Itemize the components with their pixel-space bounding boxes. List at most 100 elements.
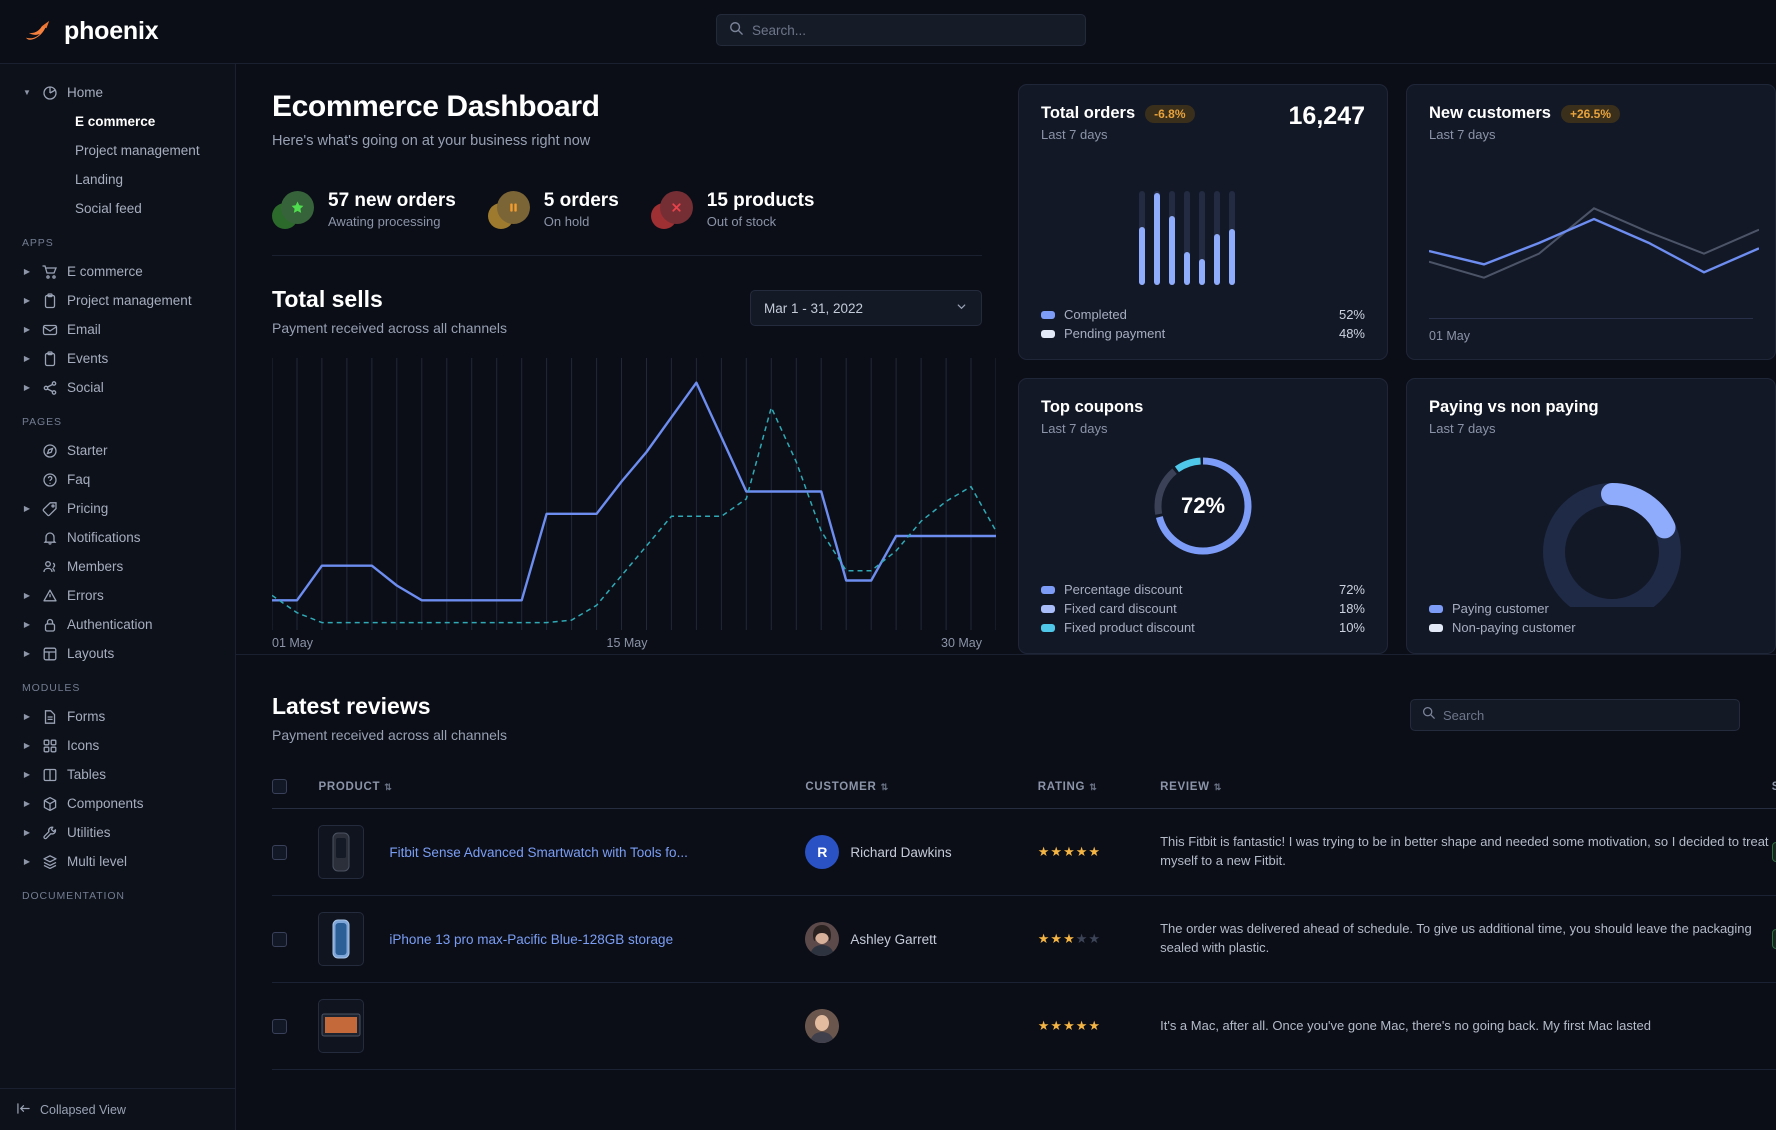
sidebar-item-forms[interactable]: ▶ Forms — [0, 702, 235, 731]
sidebar-section-apps: APPS — [22, 237, 54, 249]
sidebar-item-errors[interactable]: ▶ Errors — [0, 581, 235, 610]
stat-new-orders[interactable]: 57 new orders Awating processing — [272, 189, 456, 229]
total-sells-header: Total sells Payment received across all … — [272, 286, 982, 336]
clipboard-icon — [41, 350, 58, 367]
row-select[interactable] — [272, 895, 319, 983]
product-thumbnail — [318, 808, 390, 896]
sidebar-item-faq[interactable]: Faq — [0, 465, 235, 494]
row-checkbox[interactable] — [272, 931, 287, 947]
sidebar-item-apps-email[interactable]: ▶ Email — [0, 315, 235, 344]
column-rating[interactable]: RATING ⇅ — [1037, 769, 1161, 809]
sidebar-item-social-feed[interactable]: Social feed — [75, 201, 142, 216]
row-select[interactable] — [272, 808, 319, 896]
product-name[interactable]: iPhone 13 pro max-Pacific Blue-128GB sto… — [389, 895, 806, 983]
row-select[interactable] — [272, 982, 319, 1070]
reviews-title: Latest reviews — [272, 693, 431, 719]
product-name[interactable]: Fitbit Sense Advanced Smartwatch with To… — [389, 808, 806, 896]
dashboard-upper: Ecommerce Dashboard Here's what's going … — [236, 64, 1776, 654]
product-name[interactable] — [389, 982, 806, 1070]
column-customer[interactable]: CUSTOMER ⇅ — [805, 769, 1038, 809]
sidebar-item-multi-level[interactable]: ▶ Multi level — [0, 847, 235, 876]
card-title: Total orders — [1041, 104, 1136, 122]
sidebar-item-home[interactable]: ▼ Home — [0, 78, 235, 107]
chevron-right-icon: ▶ — [23, 828, 31, 837]
new-customers-axis-label: 01 May — [1429, 329, 1470, 343]
sidebar-item-notifications[interactable]: Notifications — [0, 523, 235, 552]
legend-value: 72% — [1338, 582, 1365, 597]
sidebar-item-label: Layouts — [67, 646, 115, 661]
bar — [1139, 190, 1145, 285]
legend-swatch — [1041, 604, 1055, 613]
legend-value: 18% — [1338, 601, 1365, 616]
global-search[interactable] — [716, 14, 1086, 46]
sidebar-item-members[interactable]: Members — [0, 552, 235, 581]
column-product[interactable]: PRODUCT ⇅ — [318, 769, 806, 809]
chevron-right-icon: ▶ — [23, 799, 31, 808]
select-all-checkbox[interactable] — [272, 779, 287, 794]
sidebar-item-tables[interactable]: ▶ Tables — [0, 760, 235, 789]
latest-reviews-section: Latest reviews Payment received across a… — [236, 654, 1776, 1130]
avatar — [805, 1009, 840, 1043]
sort-icon: ⇅ — [1213, 781, 1222, 792]
paying-donut-chart — [1543, 483, 1681, 607]
sidebar-item-authentication[interactable]: ▶ Authentication — [0, 610, 235, 639]
chevron-right-icon: ▶ — [23, 620, 31, 629]
chevron-right-icon: ▶ — [23, 354, 31, 363]
sidebar-item-e-commerce[interactable]: E commerce — [75, 114, 156, 129]
close-x-icon — [650, 189, 695, 229]
status-badge: APPROVED ✓ — [1771, 929, 1776, 949]
product-link[interactable]: Fitbit Sense Advanced Smartwatch with To… — [389, 844, 688, 860]
new-customers-line-chart — [1429, 207, 1759, 279]
donut-center-label: 72% — [1180, 493, 1226, 518]
reviews-search[interactable] — [1410, 699, 1740, 731]
legend-label: Non-paying customer — [1452, 620, 1576, 635]
sidebar-item-project-management[interactable]: Project management — [75, 143, 200, 158]
product-thumbnail — [318, 982, 390, 1070]
legend-item: Paying customer — [1429, 599, 1753, 618]
product-link[interactable]: iPhone 13 pro max-Pacific Blue-128GB sto… — [389, 931, 674, 947]
stat-out-of-stock[interactable]: 15 products Out of stock — [650, 189, 814, 229]
brand[interactable]: phoenix — [0, 17, 266, 46]
row-checkbox[interactable] — [272, 1018, 287, 1034]
date-range-select[interactable]: Mar 1 - 31, 2022 — [750, 290, 982, 326]
sidebar-item-utilities[interactable]: ▶ Utilities — [0, 818, 235, 847]
sidebar-item-pricing[interactable]: ▶ Pricing — [0, 494, 235, 523]
sidebar-item-label: Multi level — [67, 854, 128, 869]
sort-icon: ⇅ — [1089, 781, 1098, 792]
review-cell: This Fitbit is fantastic! I was trying t… — [1160, 808, 1772, 896]
row-checkbox[interactable] — [272, 844, 287, 860]
sidebar-item-starter[interactable]: Starter — [0, 436, 235, 465]
collapsed-view-label: Collapsed View — [40, 1102, 126, 1117]
reviews-search-input[interactable] — [1443, 707, 1728, 723]
legend-swatch — [1041, 329, 1055, 338]
sidebar-item-apps-project-management[interactable]: ▶ Project management — [0, 286, 235, 315]
sidebar-item-apps-e-commerce[interactable]: ▶ E commerce — [0, 257, 235, 286]
stat-on-hold[interactable]: 5 orders On hold — [487, 189, 619, 229]
star-rating: ★★★★★ — [1037, 1018, 1102, 1033]
column-review[interactable]: REVIEW ⇅ — [1160, 769, 1772, 809]
search-input[interactable] — [752, 22, 1073, 38]
sidebar-section-documentation: DOCUMENTATION — [22, 890, 125, 902]
customer-cell: R Richard Dawkins — [805, 808, 1038, 896]
card-title: Top coupons — [1041, 398, 1144, 416]
status-cell — [1771, 982, 1776, 1070]
collapsed-view-toggle[interactable]: Collapsed View — [0, 1088, 235, 1130]
column-status[interactable]: STATUS⇅ — [1771, 769, 1776, 809]
sidebar-item-components[interactable]: ▶ Components — [0, 789, 235, 818]
bell-icon — [41, 529, 58, 546]
total-sells-subtitle: Payment received across all channels — [272, 320, 508, 336]
sidebar-item-icons[interactable]: ▶ Icons — [0, 731, 235, 760]
sidebar-item-apps-social[interactable]: ▶ Social — [0, 373, 235, 402]
total-orders-value: 16,247 — [1288, 102, 1365, 130]
sidebar-item-label: Utilities — [67, 825, 111, 840]
select-all-header[interactable] — [272, 769, 319, 809]
sidebar-item-apps-events[interactable]: ▶ Events — [0, 344, 235, 373]
chevron-right-icon: ▶ — [23, 325, 31, 334]
sidebar-item-layouts[interactable]: ▶ Layouts — [0, 639, 235, 668]
top-coupons-donut: 72% — [1041, 452, 1365, 560]
sidebar-item-landing[interactable]: Landing — [75, 172, 124, 187]
sidebar-section-modules: MODULES — [22, 682, 81, 694]
stat-value: 5 orders — [543, 189, 619, 211]
total-sells-xaxis: 01 May 15 May 30 May — [272, 636, 982, 650]
sidebar-item-label: Members — [67, 559, 124, 574]
